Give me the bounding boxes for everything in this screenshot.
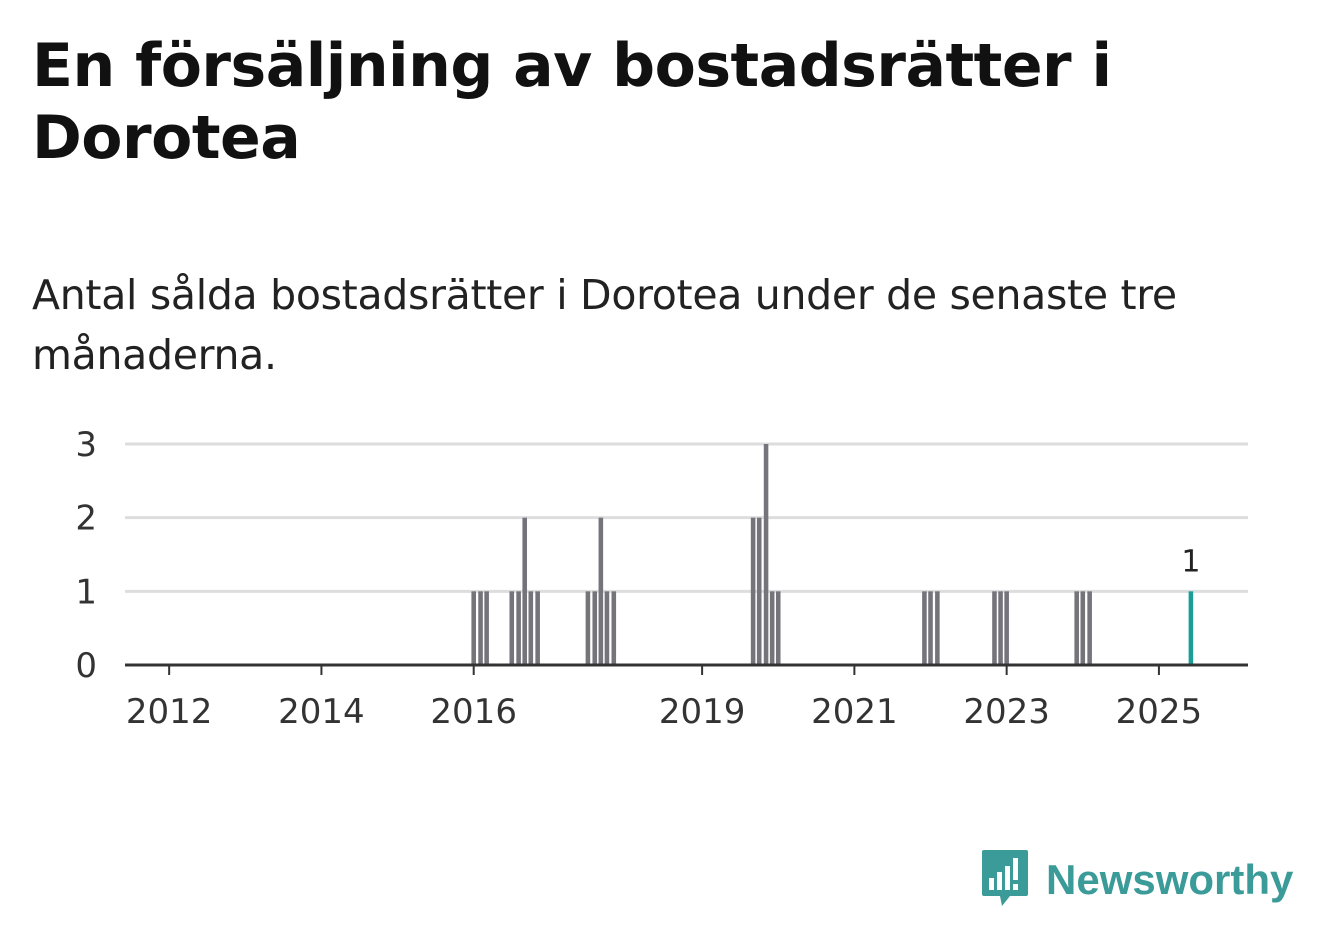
bar	[763, 444, 769, 665]
bar	[1080, 591, 1086, 665]
y-tick-label: 1	[75, 572, 97, 612]
bar	[528, 591, 534, 665]
y-tick-label: 3	[75, 425, 97, 465]
x-tick-label: 2016	[430, 692, 517, 732]
bar	[516, 591, 521, 665]
bar	[935, 591, 940, 665]
chart-title: En försäljning av bostadsrätter i Dorote…	[32, 31, 1112, 173]
bar	[769, 591, 775, 665]
bars: 1	[471, 444, 1200, 665]
x-tick-label: 2019	[659, 692, 746, 732]
bar	[1004, 591, 1009, 665]
bar	[611, 591, 617, 665]
x-tick-label: 2023	[963, 692, 1050, 732]
bar	[598, 517, 604, 665]
gridlines	[125, 442, 1248, 593]
y-tick-label: 0	[75, 646, 97, 686]
bar-highlight	[1188, 591, 1194, 665]
x-tick-label: 2012	[126, 692, 213, 732]
bar	[592, 591, 598, 665]
bar	[922, 591, 927, 665]
bar	[522, 517, 527, 665]
bar	[1074, 591, 1079, 665]
x-tick-label: 2021	[811, 692, 898, 732]
bar	[471, 591, 476, 665]
newsworthy-logo: Newsworthy	[980, 848, 1293, 912]
bar	[1087, 591, 1092, 665]
newsworthy-logo-text: Newsworthy	[1046, 856, 1294, 903]
y-tick-label: 2	[75, 499, 97, 539]
bar	[478, 591, 483, 665]
bar	[585, 591, 591, 665]
bar	[928, 591, 933, 665]
bar	[484, 591, 489, 665]
bar	[998, 591, 1003, 665]
bar	[750, 517, 756, 665]
bar	[756, 517, 762, 665]
bar-value-label: 1	[1181, 544, 1200, 579]
bar	[535, 591, 540, 665]
x-tick-label: 2025	[1116, 692, 1203, 732]
x-tick-label: 2014	[278, 692, 365, 732]
bar	[992, 591, 997, 665]
bar	[604, 591, 610, 665]
bar	[775, 591, 781, 665]
newsworthy-logo-icon	[982, 850, 1028, 906]
chart-subtitle: Antal sålda bostadsrätter i Dorotea unde…	[32, 271, 1177, 379]
axes: 0 1 2 3 2012 2014 2016 2019 2021 2023 2025	[75, 425, 1248, 732]
bar	[509, 591, 515, 665]
